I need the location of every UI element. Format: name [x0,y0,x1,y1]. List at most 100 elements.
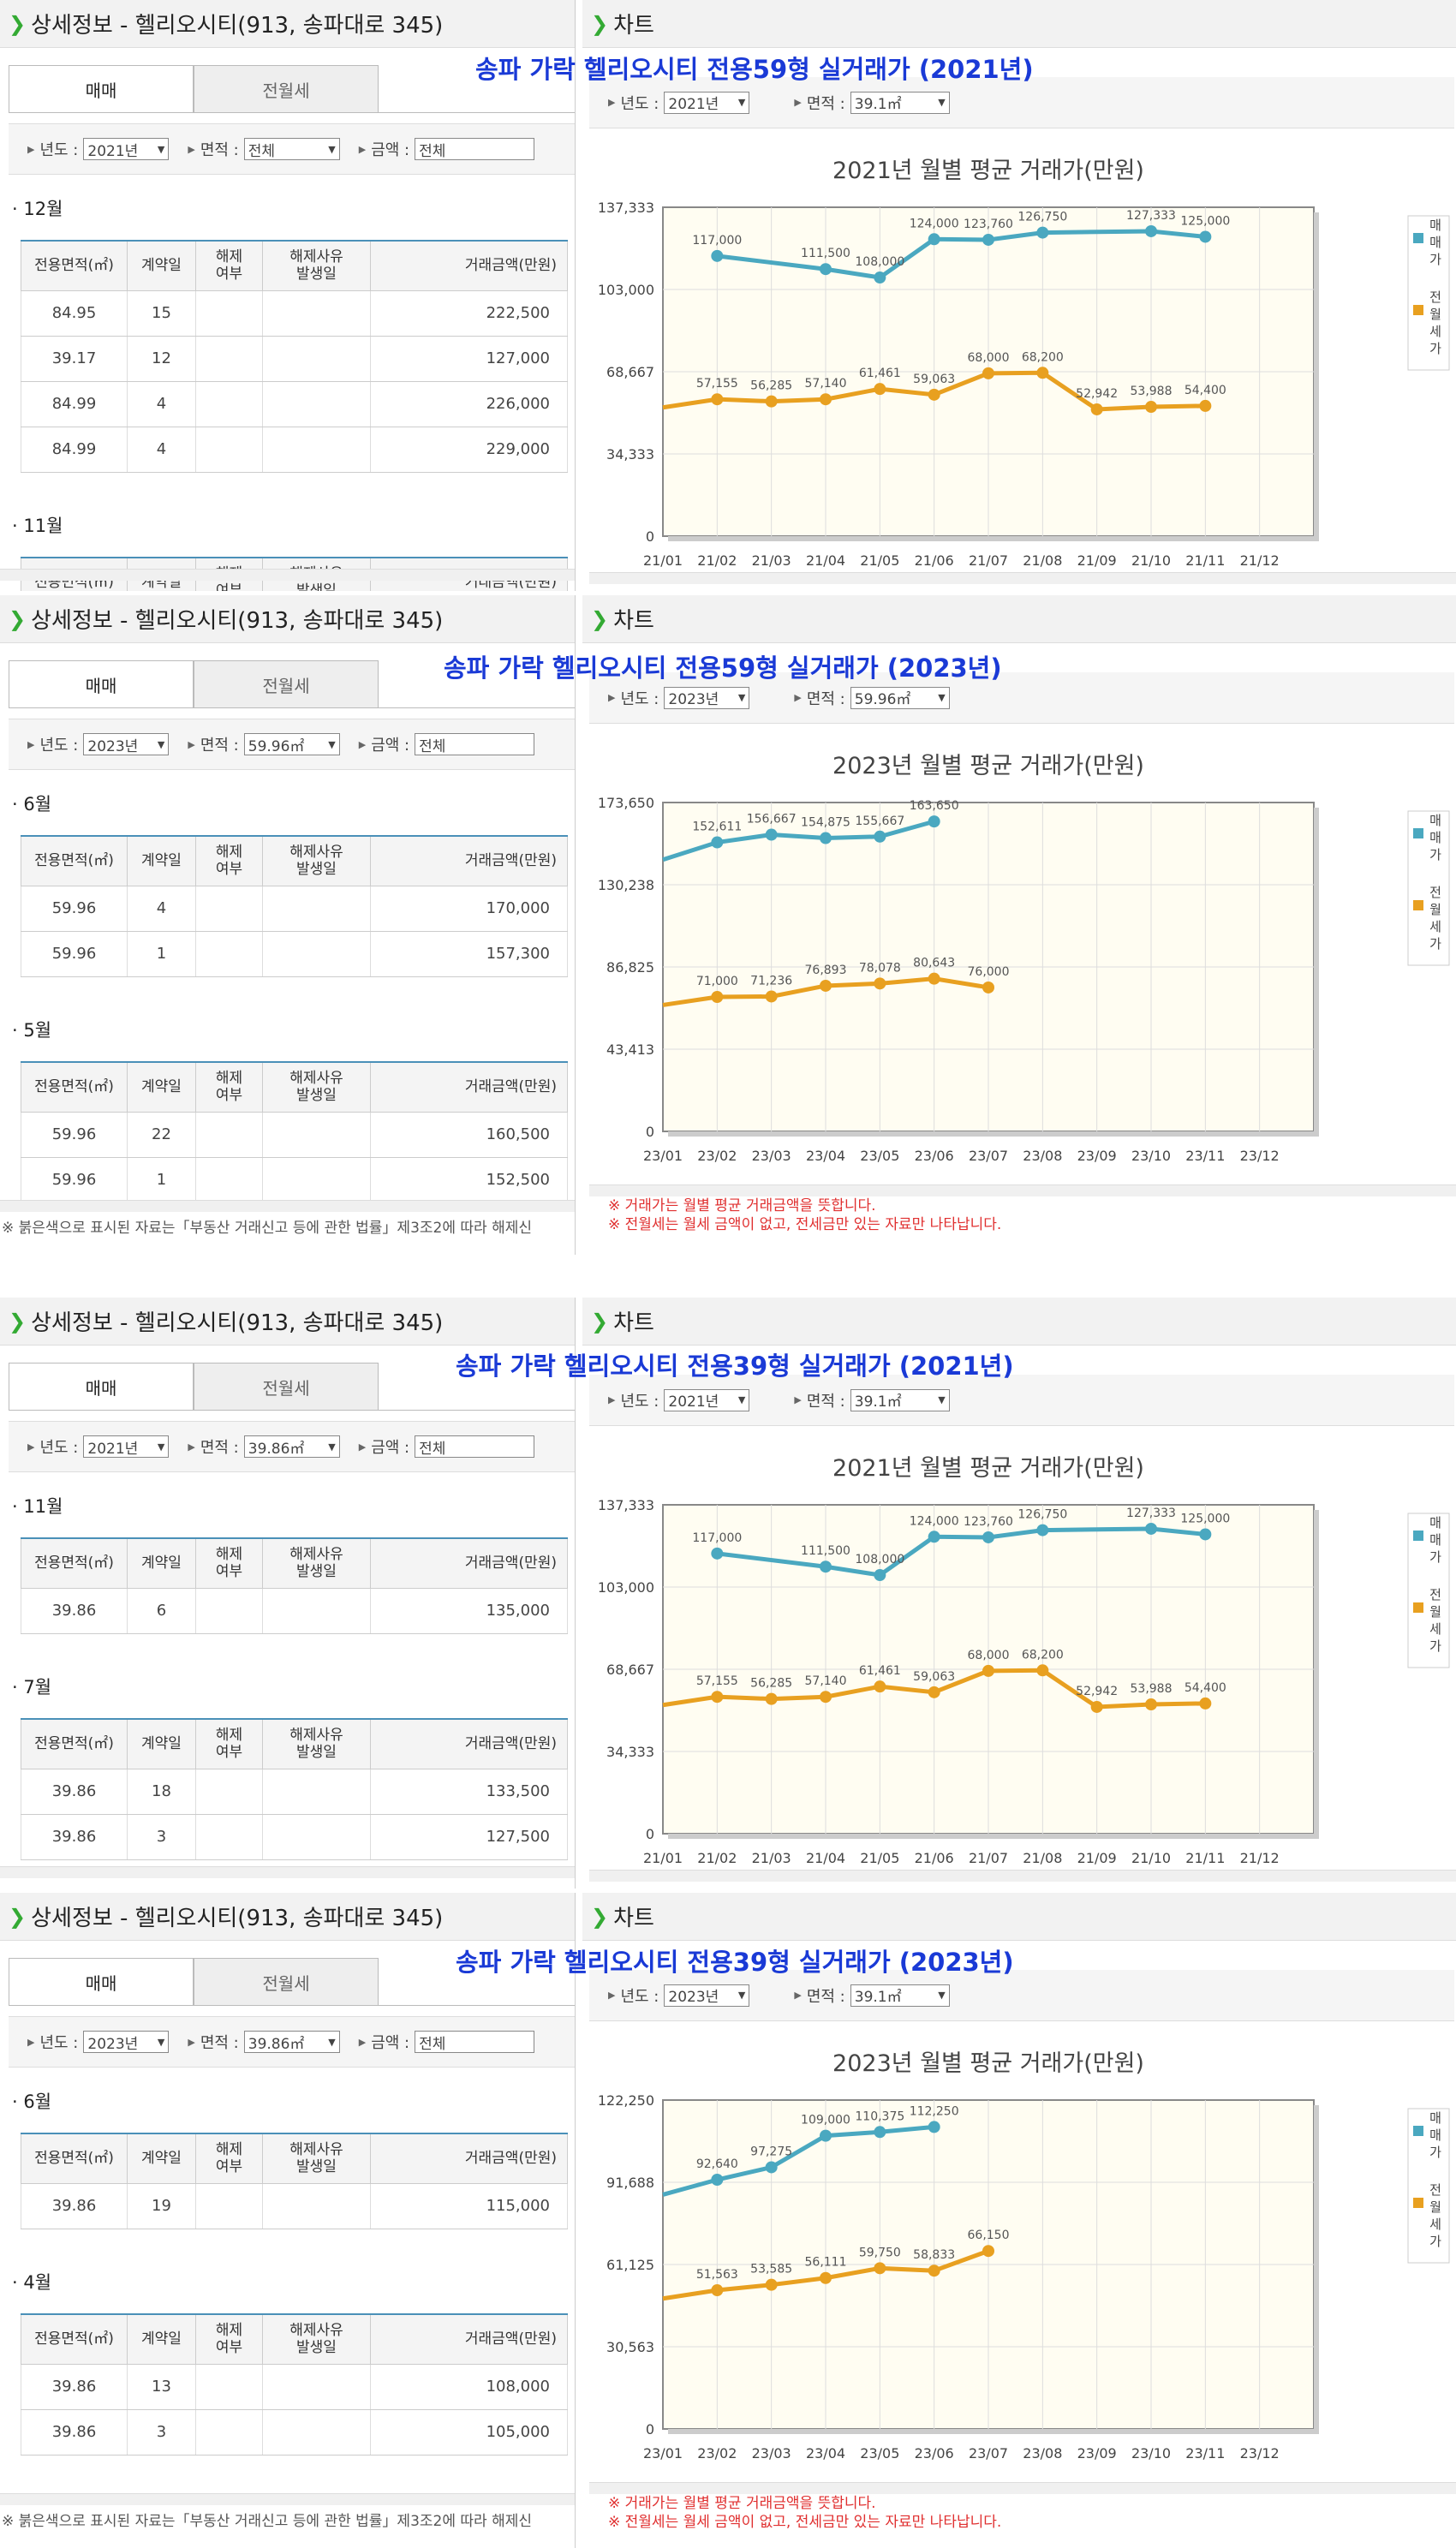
chart-header: ❯ 차트 [582,595,1456,643]
tab-sale[interactable]: 매매 [9,65,194,113]
table-row[interactable]: 84.95 15 222,500 [21,290,568,337]
table-cell [262,381,371,427]
data-point [928,1531,940,1543]
legend-swatch [1413,1531,1423,1541]
tab-rent[interactable]: 전월세 [194,65,379,113]
y-tick-label: 103,000 [598,1579,654,1596]
table-row[interactable]: 84.99 4 226,000 [21,381,568,427]
table-header-label: 거래금액(만원) [464,2150,557,2168]
legend-label: 매 [1429,2127,1441,2143]
year-select[interactable]: 2023년 ▼ [83,2031,170,2053]
tab-rent[interactable]: 전월세 [194,1958,379,2006]
table-row[interactable]: 59.96 1 157,300 [21,931,568,977]
horizontal-scrollbar[interactable] [589,2482,1456,2494]
y-tick-label: 68,667 [606,1662,654,1678]
horizontal-scrollbar[interactable] [589,572,1456,584]
year-select-value: 2023년 [87,737,139,755]
tab-sale[interactable]: 매매 [9,1958,194,2006]
chart-year-select[interactable]: 2021년 ▼ [664,91,750,114]
table-cell: 84.95 [21,290,128,337]
data-label: 108,000 [855,1553,904,1566]
data-point [820,832,832,844]
table-header-row: 전용면적(㎡) 계약일 해제 여부 해제사유 발생일 거래금액(만원) [21,835,568,886]
tab-rent[interactable]: 전월세 [194,660,379,708]
table-row[interactable]: 39.86 6 135,000 [21,1588,568,1634]
data-point [1036,226,1049,239]
table-cell: 12 [127,336,196,382]
year-select[interactable]: 2021년 ▼ [83,138,170,160]
chart-area-select[interactable]: 39.1㎡ ▼ [850,1388,950,1411]
horizontal-scrollbar[interactable] [589,1184,1456,1196]
table-header-cell: 해제사유 발생일 [262,240,371,291]
table-row[interactable]: 39.86 3 127,500 [21,1814,568,1860]
table-header-cell: 계약일 [127,835,196,886]
legend-swatch [1413,305,1423,315]
chart-year-select[interactable]: 2023년 ▼ [664,686,750,709]
amount-select[interactable]: 전체 [415,2031,535,2053]
table-cell: 226,000 [370,381,568,427]
table-row[interactable]: 39.86 18 133,500 [21,1769,568,1815]
table-row[interactable]: 59.96 1 152,500 [21,1157,568,1203]
table-cell: 39.86 [21,1588,128,1634]
tab-divider [9,707,575,708]
x-tick-label: 23/08 [1023,1148,1062,1164]
table-cell [195,2409,263,2456]
table-row[interactable]: 39.86 19 115,000 [21,2183,568,2229]
horizontal-scrollbar[interactable] [0,569,575,581]
chart-area-select[interactable]: 59.96㎡ ▼ [850,686,950,709]
chart-note: ※ 전월세는 월세 금액이 없고, 전세금만 있는 자료만 나타납니다. [608,2514,1002,2531]
table-row[interactable]: 59.96 4 170,000 [21,886,568,932]
chart-area-select[interactable]: 39.1㎡ ▼ [850,91,950,114]
area-select[interactable]: 59.96㎡ ▼ [243,733,340,755]
year-select-value: 2021년 [87,142,139,160]
x-tick-label: 23/11 [1185,2445,1225,2461]
x-tick-label: 21/06 [915,552,954,569]
area-select-value: 59.96㎡ [248,737,305,755]
table-header-cell: 해제사유 발생일 [262,2133,371,2184]
area-select[interactable]: 39.86㎡ ▼ [243,1435,340,1458]
table-cell: 1 [127,931,196,977]
chart-year-select[interactable]: 2021년 ▼ [664,1388,750,1411]
amount-select[interactable]: 전체 [415,138,535,160]
amount-select[interactable]: 전체 [415,1435,535,1458]
horizontal-scrollbar[interactable] [0,1866,575,1878]
table-header-cell: 계약일 [127,1061,196,1113]
horizontal-scrollbar[interactable] [0,1200,575,1212]
area-select[interactable]: 39.86㎡ ▼ [243,2031,340,2053]
table-header-cell: 전용면적(㎡) [21,2313,128,2365]
table-row[interactable]: 39.86 13 108,000 [21,2364,568,2410]
chart-year-select-value: 2023년 [668,1989,719,2006]
table-row[interactable]: 59.96 22 160,500 [21,1112,568,1158]
chevron-right-icon: ❯ [9,606,27,631]
table-header-label: 전용면적(㎡) [34,852,114,870]
y-tick-label: 0 [646,1124,654,1140]
legend-label: 월 [1429,902,1441,917]
table-row[interactable]: 84.99 4 229,000 [21,427,568,473]
year-select[interactable]: 2021년 ▼ [83,1435,170,1458]
chart-year-select[interactable]: 2023년 ▼ [664,1984,750,2007]
data-point [874,1680,886,1693]
data-point [711,1547,724,1560]
data-label: 66,150 [968,2229,1010,2242]
table-header-cell: 해제사유 발생일 [262,1718,371,1769]
year-select[interactable]: 2023년 ▼ [83,733,170,755]
area-select[interactable]: 전체 ▼ [243,138,340,160]
data-label: 124,000 [910,217,959,230]
table-row[interactable]: 39.86 3 105,000 [21,2409,568,2456]
chart-area-select-value: 39.1㎡ [854,96,902,113]
horizontal-scrollbar[interactable] [0,2493,575,2505]
screenshot-panel: ❯ 상세정보 - 헬리오시티(913, 송파대로 345) 매매 전월세 ▶ 년도 … [0,595,1456,1255]
tab-sale[interactable]: 매매 [9,660,194,708]
chart-area-select-value: 39.1㎡ [854,1989,902,2006]
data-point [982,367,994,379]
table-row[interactable]: 39.17 12 127,000 [21,336,568,382]
table-header-label: 해제 여부 [215,844,243,879]
amount-select[interactable]: 전체 [415,733,535,755]
horizontal-scrollbar[interactable] [589,1870,1456,1882]
tab-rent[interactable]: 전월세 [194,1363,379,1411]
chevron-down-icon: ▼ [157,738,165,750]
chart-area-select[interactable]: 39.1㎡ ▼ [850,1984,950,2007]
tab-sale[interactable]: 매매 [9,1363,194,1411]
table-header-label: 해제 여부 [215,2322,243,2357]
tab-bar: 매매 전월세 [9,1363,379,1411]
